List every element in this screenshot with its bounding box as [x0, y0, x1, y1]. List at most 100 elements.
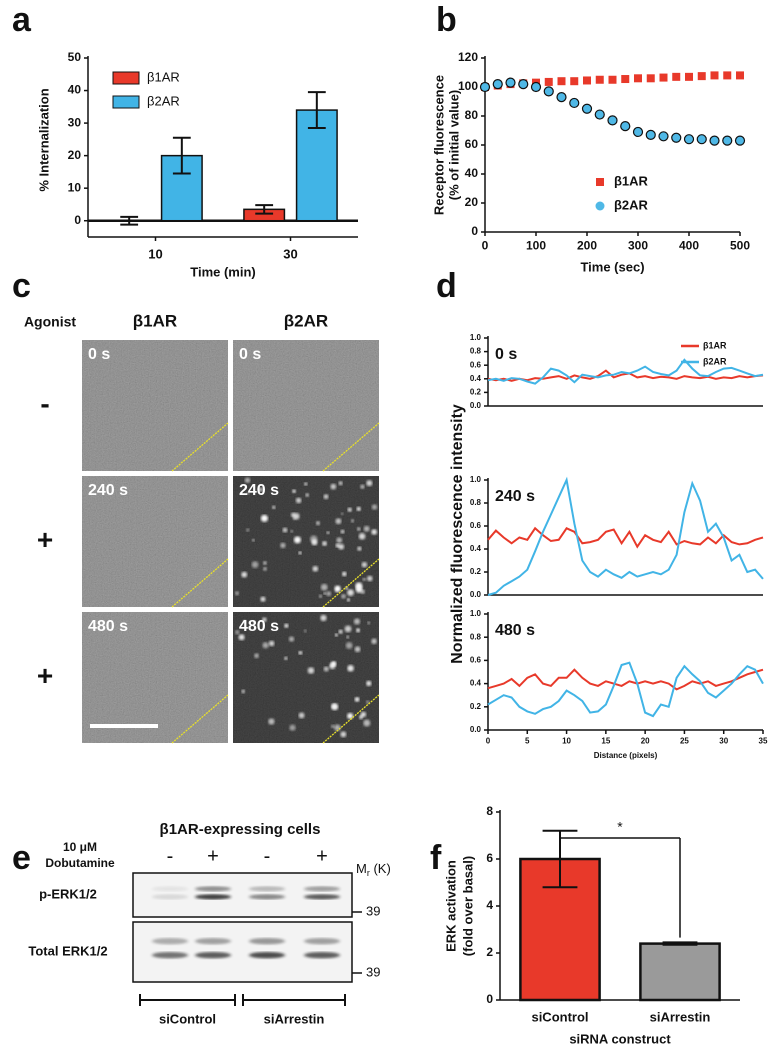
vesicle: [356, 628, 361, 633]
vesicle: [312, 565, 319, 572]
point: [594, 109, 605, 120]
y-tick-label: 10: [68, 180, 82, 194]
vesicle: [268, 640, 275, 647]
treatment-label: 10 μM: [63, 840, 97, 854]
vesicle: [307, 667, 315, 674]
y-tick-label: 0: [471, 224, 478, 238]
line-scan: [322, 422, 380, 472]
vesicle: [284, 623, 289, 628]
point: [518, 78, 529, 90]
y-tick-label: 0.0: [470, 590, 482, 599]
y-tick-label: 0.8: [470, 347, 482, 356]
band: [249, 952, 285, 959]
series-line: [487, 661, 764, 718]
vesicle: [282, 527, 288, 533]
point: [696, 134, 707, 145]
vesicle: [288, 636, 295, 642]
panel-letter: a: [12, 1, 32, 39]
series-line: [487, 369, 764, 382]
y-tick-label: 0.4: [470, 679, 482, 688]
blot-row-label: Total ERK1/2: [28, 943, 107, 958]
y-axis-label: Receptor fluorescence: [431, 75, 446, 215]
point: [632, 126, 644, 138]
y-tick-label: 20: [68, 148, 82, 162]
x-axis-label: Time (sec): [580, 259, 644, 274]
error-bar: [255, 204, 274, 215]
x-axis-label: Distance (pixels): [594, 751, 658, 760]
x-axis-label: siRNA construct: [569, 1031, 671, 1046]
point: [581, 103, 593, 114]
x-tick-label: 35: [759, 737, 768, 746]
vesicle: [253, 621, 256, 624]
y-tick-label: 0: [74, 213, 81, 227]
vesicle: [289, 724, 296, 731]
vesicle: [290, 512, 296, 517]
vesicle: [361, 561, 368, 568]
y-tick-label: 1.0: [470, 333, 482, 342]
x-tick-label: siControl: [531, 1009, 588, 1024]
row-header: Agonist: [24, 314, 76, 330]
agonist-label: -: [40, 388, 49, 419]
vesicle: [346, 635, 350, 639]
vesicle: [338, 629, 343, 634]
vesicle: [244, 477, 251, 483]
panel-letter: b: [436, 1, 457, 39]
x-tick-label: 400: [679, 239, 699, 253]
time-label: 480 s: [88, 618, 128, 635]
vesicle: [367, 575, 373, 582]
vesicle: [340, 529, 345, 534]
lane-label: +: [207, 845, 219, 867]
time-label: 240 s: [239, 482, 279, 499]
x-tick-label: 300: [628, 239, 648, 253]
band: [195, 886, 231, 892]
legend-label: β1AR: [614, 173, 649, 188]
vesicle: [322, 541, 327, 546]
scale-bar: [90, 724, 158, 728]
vesicle: [345, 642, 353, 649]
y-tick-label: 1.0: [470, 475, 482, 484]
y-tick-label: 8: [486, 804, 493, 818]
vesicle: [235, 630, 240, 635]
bar: [160, 154, 203, 222]
vesicle: [260, 596, 266, 602]
image-grain: [233, 476, 379, 607]
vesicle: [336, 537, 343, 544]
vesicle: [357, 546, 362, 551]
vesicle: [363, 719, 371, 727]
micrograph: 240 s: [82, 476, 229, 608]
band: [304, 952, 340, 959]
vesicle: [367, 621, 371, 625]
point: [556, 92, 567, 103]
time-label: 480 s: [495, 622, 535, 639]
line-scan: [171, 694, 229, 744]
legend-label: β1AR: [147, 69, 180, 84]
y-tick-label: 0.2: [470, 702, 482, 711]
time-label: 240 s: [495, 488, 535, 505]
vesicle: [330, 483, 337, 490]
group-label: siControl: [159, 1011, 216, 1026]
vesicle: [326, 531, 330, 535]
point: [697, 72, 706, 81]
x-tick-label: 5: [525, 737, 530, 746]
vesicle: [355, 582, 363, 590]
point: [620, 121, 631, 132]
point: [544, 77, 553, 86]
mr-symbol: M: [356, 861, 367, 876]
vesicle: [298, 712, 305, 719]
y-tick-label: 0.2: [470, 388, 482, 397]
x-tick-label: 10: [148, 246, 162, 261]
y-tick-label: 0.6: [470, 656, 482, 665]
y-tick-label: 20: [465, 195, 479, 209]
x-tick-label: 20: [641, 737, 650, 746]
panel-letter: d: [436, 267, 457, 305]
vesicle: [263, 567, 267, 571]
point: [736, 71, 744, 80]
error-bar: [542, 829, 578, 889]
x-tick-label: 500: [730, 239, 750, 253]
vesicle: [340, 731, 347, 738]
x-tick-label: 0: [482, 239, 489, 253]
column-header: β2AR: [284, 311, 328, 330]
vesicle: [354, 646, 361, 653]
point: [505, 77, 516, 88]
band: [195, 952, 231, 959]
